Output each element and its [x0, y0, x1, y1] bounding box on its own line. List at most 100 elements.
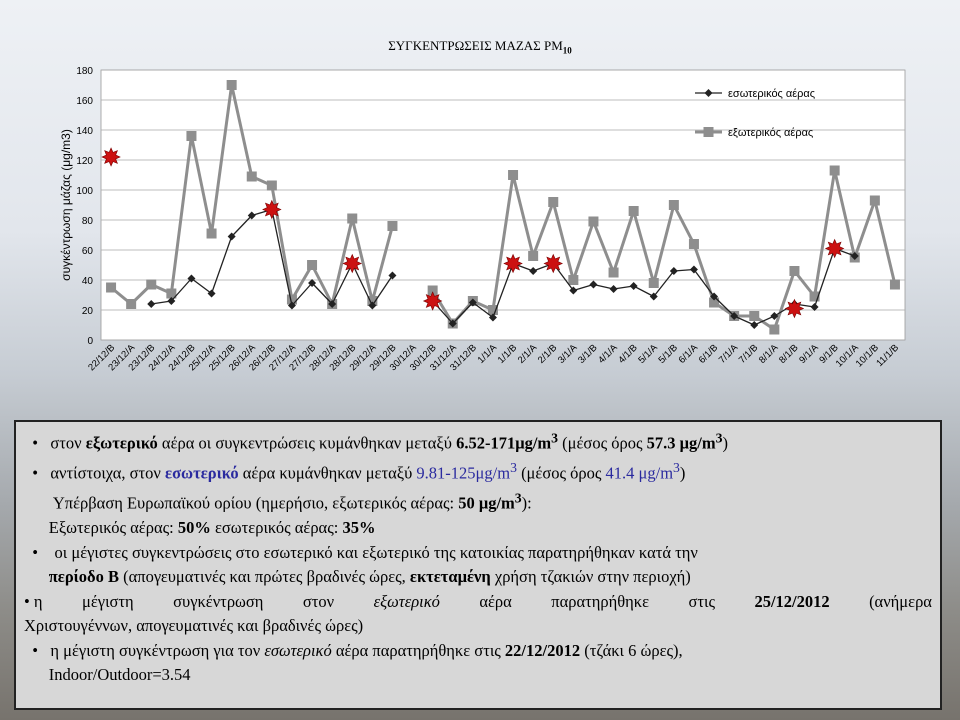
y-tick-label: 120: [76, 156, 93, 167]
indoor-point: [669, 267, 678, 275]
outdoor-point: [648, 278, 659, 288]
outdoor-point: [307, 260, 318, 270]
bullet-max-period: • οι μέγιστες συγκεντρώσεις στο εσωτερικ…: [32, 542, 698, 562]
chart-title-subscript: 10: [562, 45, 572, 56]
x-tick-label: 3/1/B: [576, 342, 599, 365]
x-tick-label: 1/1/B: [496, 342, 519, 365]
outdoor-point: [568, 275, 579, 285]
outdoor-point: [166, 288, 177, 299]
x-tick-label: 4/1/A: [596, 342, 620, 366]
y-tick-label: 20: [82, 306, 94, 317]
indoor-point: [187, 274, 196, 283]
outdoor-point: [106, 282, 117, 293]
x-tick-label: 10/1/B: [854, 342, 881, 369]
legend-label: εσωτερικός αέρας: [728, 88, 815, 100]
indoor-point: [750, 321, 759, 329]
outdoor-point: [688, 239, 699, 249]
outdoor-point: [427, 285, 438, 296]
indoor-outdoor-ratio: Indoor/Outdoor=3.54: [48, 665, 191, 684]
highlight-star: [342, 253, 362, 274]
outdoor-point: [829, 165, 840, 176]
indoor-point: [529, 267, 538, 275]
chart-area: ΣΥΓΚΕΝΤΡΩΣΕΙΣ ΜΑΖΑΣ PM10 0 20 40 60 80 100 120…: [59, 38, 906, 373]
x-tick-label: 1/1/A: [476, 342, 500, 366]
christmas-line: Χριστουγέννων, απογευματινές και βραδινέ…: [24, 616, 364, 635]
outdoor-point: [246, 171, 257, 182]
outdoor-point: [889, 279, 900, 290]
indoor-point: [468, 298, 477, 307]
indoor-point: [569, 286, 578, 295]
summary-textbox: • στον εξωτερικό αέρα οι συγκεντρώσεις κ…: [14, 420, 942, 710]
indoor-point: [649, 292, 658, 301]
x-tick-label: 3/1/A: [556, 342, 580, 366]
outdoor-point: [226, 80, 237, 90]
bullet-outdoor-range: • στον εξωτερικό αέρα οι συγκεντρώσεις κ…: [32, 430, 728, 453]
outdoor-point: [387, 221, 398, 231]
bullet-indoor-range: • αντίστοιχα, στον εσωτερικό αέρα κυμάνθ…: [32, 460, 686, 483]
x-tick-label: 2/1/B: [536, 342, 559, 365]
outdoor-point: [608, 267, 619, 278]
outdoor-point: [709, 297, 720, 308]
outdoor-point: [286, 294, 297, 305]
indoor-point: [589, 280, 598, 289]
outdoor-point: [146, 279, 157, 290]
highlight-star: [262, 199, 282, 220]
y-tick-label: 140: [76, 126, 93, 137]
indoor-point: [770, 312, 779, 320]
outdoor-point: [487, 305, 498, 315]
line-chart: 02040608010012014016018022/12/B23/12/A23…: [59, 66, 906, 373]
legend-marker: [704, 89, 713, 97]
indoor-point: [308, 279, 317, 287]
x-tick-label: 5/1/A: [636, 342, 660, 366]
highlight-star: [543, 253, 563, 274]
y-tick-label: 80: [82, 216, 94, 227]
outdoor-point: [668, 200, 679, 210]
chart-title: ΣΥΓΚΕΝΤΡΩΣΕΙΣ ΜΑΖΑΣ PM10: [388, 38, 572, 56]
indoor-point: [287, 301, 296, 310]
series-line: [432, 247, 855, 326]
plot-area: [100, 69, 906, 341]
outdoor-point: [528, 251, 539, 261]
outdoor-point: [508, 170, 519, 180]
indoor-point: [368, 301, 377, 310]
bullet-indoor-max: • η μέγιστη συγκέντρωση για τον εσωτερικ…: [32, 640, 683, 660]
indoor-point: [328, 300, 337, 308]
x-tick-label: 7/1/B: [737, 342, 760, 365]
eu-limit-line: Υπέρβαση Ευρωπαϊκού ορίου (ημερήσιο, εξω…: [52, 490, 532, 513]
outdoor-point: [186, 131, 197, 141]
legend-label: εξωτερικός αέρας: [728, 127, 813, 139]
x-tick-label: 2/1/A: [516, 342, 540, 366]
indoor-point: [147, 300, 156, 308]
bullet-outdoor-max: • η μέγιστη συγκέντρωση στον εξωτερικό α…: [24, 591, 932, 611]
highlight-star: [824, 238, 845, 259]
x-tick-label: 8/1/A: [757, 342, 781, 366]
outdoor-point: [206, 228, 217, 239]
highlight-star: [422, 291, 443, 311]
outdoor-point: [347, 213, 358, 224]
y-axis-label: συγκέντρωση μάζας (μg/m3): [59, 129, 73, 281]
y-tick-label: 60: [82, 246, 94, 257]
highlight-star: [503, 253, 523, 274]
outdoor-point: [266, 180, 277, 191]
indoor-point: [247, 211, 256, 220]
indoor-point: [850, 252, 859, 260]
highlight-star: [784, 298, 805, 319]
y-tick-label: 0: [87, 336, 93, 347]
outdoor-point: [789, 266, 800, 276]
indoor-point: [227, 232, 236, 241]
indoor-point: [710, 292, 719, 301]
indoor-point: [810, 303, 819, 311]
y-tick-label: 180: [76, 66, 93, 77]
legend-marker: [703, 127, 714, 137]
indoor-point: [448, 319, 457, 328]
outdoor-point: [809, 291, 820, 302]
x-tick-label: 6/1/A: [677, 342, 701, 366]
outdoor-point: [367, 296, 378, 306]
indoor-point: [609, 285, 618, 293]
x-tick-label: 6/1/B: [697, 342, 720, 365]
y-tick-label: 100: [76, 186, 93, 197]
indoor-point: [207, 289, 216, 298]
outdoor-point: [588, 216, 599, 227]
y-tick-label: 40: [82, 276, 94, 287]
x-tick-label: 4/1/B: [616, 342, 639, 365]
